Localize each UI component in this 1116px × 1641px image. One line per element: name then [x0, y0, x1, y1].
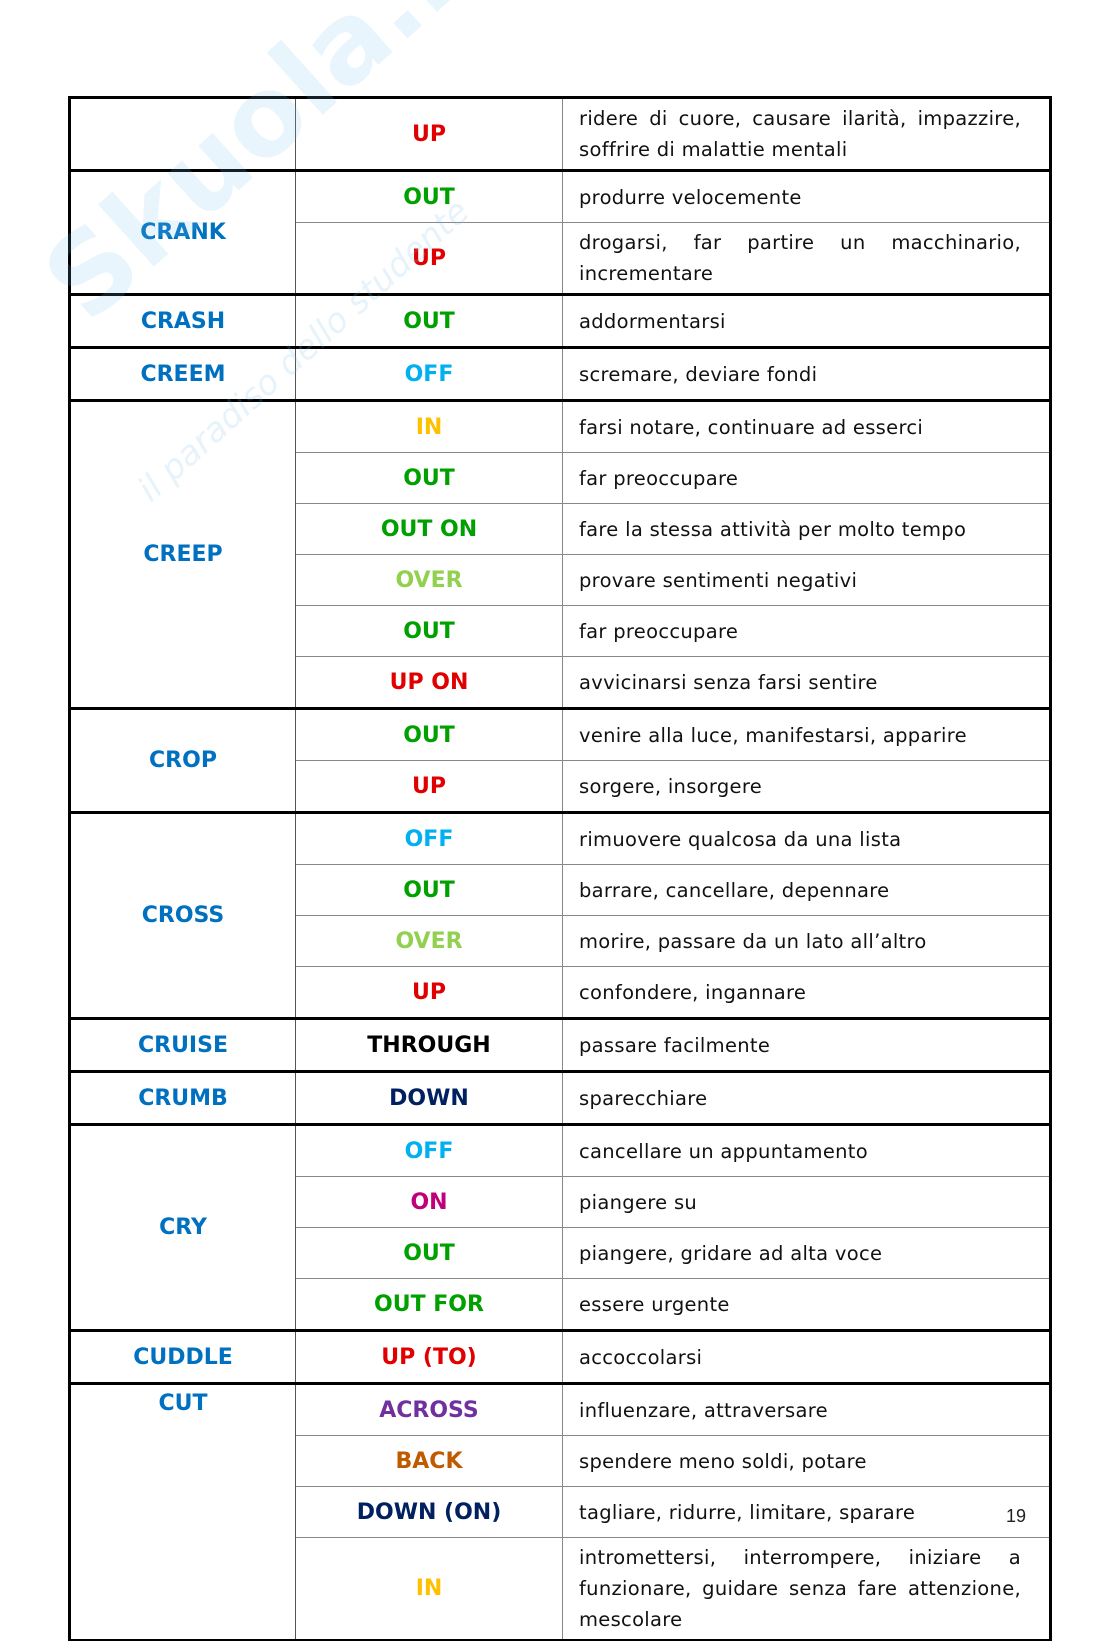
table-row: CUDDLE UP (TO) accoccolarsi — [69, 1329, 1051, 1384]
meaning-cell: influenzare, attraversare — [562, 1382, 1051, 1436]
table-row: CRUISE THROUGH passare facilmente — [69, 1017, 1051, 1072]
particle-cell: OUT — [295, 864, 563, 916]
particle-cell: UP — [295, 966, 563, 1019]
meaning-cell: tagliare, ridurre, limitare, sparare — [562, 1486, 1051, 1538]
particle-cell: OVER — [295, 915, 563, 967]
particle-cell: UP — [295, 222, 563, 295]
phrasal-verbs-table: UP ridere di cuore, causare ilarità, impa… — [68, 96, 1052, 1641]
meaning-cell: barrare, cancellare, depennare — [562, 864, 1051, 916]
table-row: CROSS OFF rimuovere qualcosa da una lista — [69, 811, 1051, 1019]
meaning-cell: farsi notare, continuare ad esserci — [562, 399, 1051, 453]
table-row: OUT far preoccupare — [70, 605, 1051, 657]
particle-cell: ON — [295, 1176, 563, 1228]
table-row: OUT far preoccupare — [70, 452, 1051, 504]
meaning-cell: sorgere, insorgere — [562, 760, 1051, 813]
particle-cell: BACK — [295, 1435, 563, 1487]
table-row: CRANK OUT produrre velocemente — [69, 169, 1051, 295]
meaning-cell: confondere, ingannare — [562, 966, 1051, 1019]
meaning-cell: addormentarsi — [562, 293, 1051, 348]
meaning-cell: accoccolarsi — [562, 1329, 1051, 1384]
particle-cell: OFF — [295, 346, 563, 401]
verb-cell: CRY — [69, 1123, 296, 1331]
page-number: 19 — [1006, 1506, 1027, 1526]
meaning-cell: avvicinarsi senza farsi sentire — [562, 656, 1051, 709]
meaning-cell: rimuovere qualcosa da una lista — [562, 811, 1051, 865]
verb-cell: CRASH — [69, 293, 296, 348]
table-row: UP drogarsi, far partire un macchinario, … — [70, 222, 1051, 295]
meaning-cell: far preoccupare — [562, 605, 1051, 657]
particle-cell: OVER — [295, 554, 563, 606]
table-row: UP confondere, ingannare — [70, 966, 1051, 1019]
particle-cell: UP — [295, 760, 563, 813]
table-row: CREEP IN farsi notare, continuare ad esser… — [69, 399, 1051, 709]
particle-cell: OFF — [295, 811, 563, 865]
verb-cell: CREEP — [69, 399, 296, 709]
particle-cell: OUT — [295, 605, 563, 657]
table-row: CRY OFF cancellare un appuntamento — [69, 1123, 1051, 1331]
table-row: UP sorgere, insorgere — [70, 760, 1051, 813]
particle-cell: OUT — [295, 1227, 563, 1279]
meaning-cell: passare facilmente — [562, 1017, 1051, 1072]
particle-cell: DOWN — [295, 1070, 563, 1125]
page: UP ridere di cuore, causare ilarità, impa… — [20, 0, 1052, 1641]
particle-cell: OUT — [295, 452, 563, 504]
verb-cell: CRANK — [69, 169, 296, 295]
table-row: CRUMB DOWN sparecchiare — [69, 1070, 1051, 1125]
meaning-cell: sparecchiare — [562, 1070, 1051, 1125]
verb-cell: CROP — [69, 707, 296, 813]
meaning-cell: venire alla luce, manifestarsi, apparire — [562, 707, 1051, 761]
meaning-cell: drogarsi, far partire un macchinario, in… — [562, 222, 1051, 295]
verb-cell: CRUMB — [69, 1070, 296, 1125]
particle-cell: IN — [295, 1537, 563, 1641]
table-row: CROP OUT venire alla luce, manifestarsi, a… — [69, 707, 1051, 813]
verb-cell: CUDDLE — [69, 1329, 296, 1384]
meaning-cell: piangere su — [562, 1176, 1051, 1228]
meaning-cell: cancellare un appuntamento — [562, 1123, 1051, 1177]
meaning-cell: spendere meno soldi, potare — [562, 1435, 1051, 1487]
particle-cell: UP (TO) — [295, 1329, 563, 1384]
table-row: CRASH OUT addormentarsi — [69, 293, 1051, 348]
particle-cell: OFF — [295, 1123, 563, 1177]
particle-cell: ACROSS — [295, 1382, 563, 1436]
table-row: OUT FOR essere urgente — [70, 1278, 1051, 1331]
meaning-cell: morire, passare da un lato all’altro — [562, 915, 1051, 967]
particle-cell: IN — [295, 399, 563, 453]
particle-cell: OUT FOR — [295, 1278, 563, 1331]
particle-cell: OUT ON — [295, 503, 563, 555]
table-row: UP ridere di cuore, causare ilarità, impa… — [69, 96, 1051, 171]
table-row: CREEM OFF scremare, deviare fondi — [69, 346, 1051, 401]
meaning-cell: intromettersi, interrompere, iniziare a … — [562, 1537, 1051, 1641]
meaning-cell: essere urgente — [562, 1278, 1051, 1331]
particle-cell: OUT — [295, 707, 563, 761]
table-row: DOWN (ON) tagliare, ridurre, limitare, sp… — [70, 1486, 1051, 1538]
verb-cell: CUT — [69, 1382, 296, 1641]
meaning-cell: scremare, deviare fondi — [562, 346, 1051, 401]
meaning-cell: provare sentimenti negativi — [562, 554, 1051, 606]
particle-cell: OUT — [295, 293, 563, 348]
verb-cell: CRUISE — [69, 1017, 296, 1072]
table-row: UP ON avvicinarsi senza farsi sentire — [70, 656, 1051, 709]
table-row: OUT ON fare la stessa attività per molto … — [70, 503, 1051, 555]
table-row: OUT piangere, gridare ad alta voce — [70, 1227, 1051, 1279]
meaning-cell: ridere di cuore, causare ilarità, impazz… — [562, 96, 1051, 171]
meaning-cell: piangere, gridare ad alta voce — [562, 1227, 1051, 1279]
verb-cell — [69, 96, 296, 171]
meaning-cell: far preoccupare — [562, 452, 1051, 504]
table-row: OVER morire, passare da un lato all’altro — [70, 915, 1051, 967]
table-row: OVER provare sentimenti negativi — [70, 554, 1051, 606]
particle-cell: UP ON — [295, 656, 563, 709]
table-row: ON piangere su — [70, 1176, 1051, 1228]
meaning-cell: produrre velocemente — [562, 169, 1051, 223]
verb-cell: CROSS — [69, 811, 296, 1019]
table-row: BACK spendere meno soldi, potare — [70, 1435, 1051, 1487]
particle-cell: UP — [295, 96, 563, 171]
particle-cell: DOWN (ON) — [295, 1486, 563, 1538]
particle-cell: OUT — [295, 169, 563, 223]
meaning-cell: fare la stessa attività per molto tempo — [562, 503, 1051, 555]
table-row: CUT ACROSS influenzare, attraversare — [69, 1382, 1051, 1641]
verb-cell: CREEM — [69, 346, 296, 401]
particle-cell: THROUGH — [295, 1017, 563, 1072]
